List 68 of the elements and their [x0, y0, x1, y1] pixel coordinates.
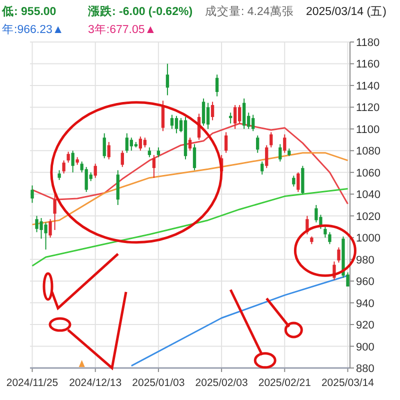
- y-tick-label: 920: [356, 320, 374, 332]
- candlestick: [256, 134, 260, 154]
- y-tick-label: 1000: [356, 232, 380, 245]
- candlestick: [102, 132, 106, 159]
- text: 年:966.23▲: [2, 23, 64, 36]
- x-tick-label: 2024/12/13: [69, 377, 122, 389]
- candlestick: [30, 184, 34, 204]
- candlestick: [260, 161, 264, 176]
- candlestick: [107, 141, 110, 160]
- candlestick: [120, 150, 124, 168]
- candlestick: [66, 151, 70, 164]
- candlestick: [206, 102, 210, 130]
- candlestick: [210, 101, 214, 121]
- text: 2025/03/14 (五): [306, 5, 387, 18]
- candlestick: [270, 132, 273, 148]
- candlestick: [242, 98, 246, 130]
- x-tick-label: 2025/02/21: [258, 377, 312, 389]
- candlestick: [192, 144, 196, 171]
- candlestick: [202, 98, 206, 126]
- y-tick-label: 1140: [356, 80, 380, 92]
- candlestick: [170, 114, 174, 130]
- candlestick: [62, 160, 66, 174]
- y-tick-label: 1180: [356, 37, 380, 49]
- candlestick: [174, 115, 178, 134]
- y-tick-label: 940: [356, 298, 374, 310]
- candlestick: [278, 144, 282, 162]
- candlestick: [224, 132, 228, 154]
- candlestick: [283, 134, 286, 154]
- y-tick-label: 880: [356, 363, 374, 375]
- y-tick-label: 1040: [356, 189, 380, 202]
- y-tick-label: 1080: [356, 146, 380, 158]
- y-tick-label: 1100: [356, 124, 380, 136]
- candlestick: [337, 246, 340, 264]
- x-tick-label: 2024/11/25: [6, 377, 58, 389]
- candlestick: [53, 194, 56, 230]
- candlestick: [58, 170, 61, 181]
- candlestick: [156, 146, 160, 158]
- x-tick-label: 2025/03/14: [321, 377, 374, 389]
- line-series: [32, 188, 348, 267]
- text: 低: 955.00: [1, 5, 56, 18]
- y-tick-label: 900: [356, 341, 374, 354]
- candlestick: [328, 232, 332, 245]
- y-tick-label: 980: [356, 254, 374, 266]
- y-tick-label: 1120: [356, 102, 380, 114]
- candlestick: [188, 137, 192, 152]
- candlestick: [94, 163, 97, 178]
- candlestick: [166, 63, 170, 96]
- text: 漲跌: -6.00 (-0.62%): [87, 5, 193, 18]
- candlestick: [265, 144, 268, 169]
- candlestick: [292, 175, 296, 188]
- text: 3年:677.05▲: [88, 23, 156, 36]
- line-series: [32, 152, 348, 226]
- x-tick-label: 2025/02/03: [195, 377, 248, 389]
- candlestick: [71, 150, 74, 173]
- text: 成交量: 4.24萬張: [205, 4, 294, 18]
- y-tick-label: 960: [356, 276, 374, 288]
- candlestick: [48, 218, 52, 238]
- candlestick: [148, 146, 152, 158]
- candlestick: [233, 104, 237, 130]
- candlestick: [152, 154, 156, 178]
- y-tick-label: 1060: [356, 167, 380, 180]
- line-series: [130, 274, 348, 367]
- y-tick-label: 1020: [356, 210, 380, 223]
- x-tick-label: 2025/01/03: [132, 377, 185, 389]
- candlestick: [324, 226, 327, 238]
- candlestick: [296, 172, 300, 192]
- candlestick: [215, 74, 219, 97]
- y-tick-label: 1160: [356, 58, 380, 71]
